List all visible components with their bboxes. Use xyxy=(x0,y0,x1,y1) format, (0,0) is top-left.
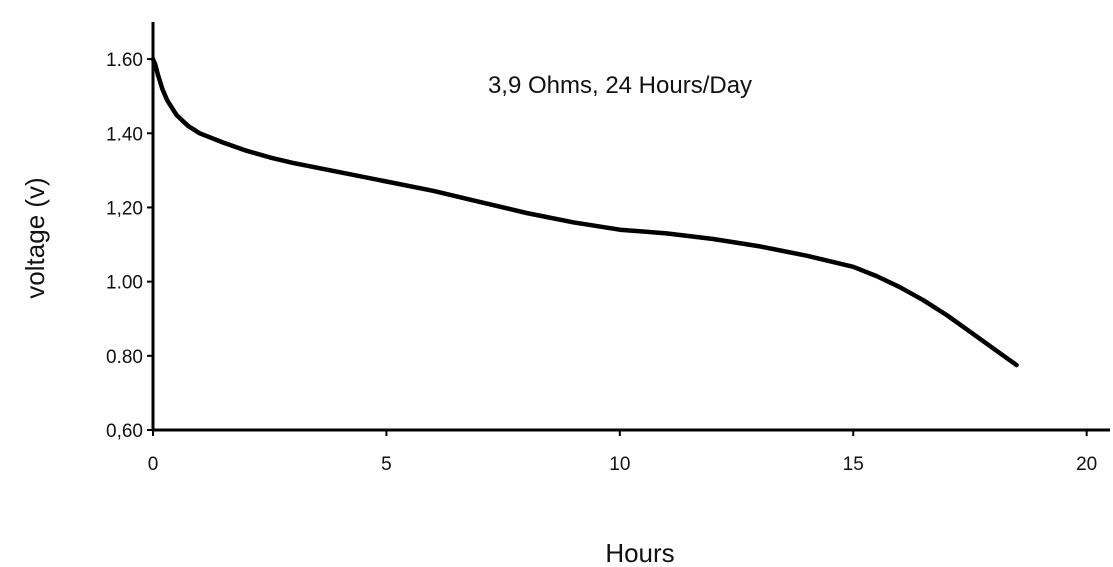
x-tick-label: 15 xyxy=(843,454,864,475)
x-ticks: 0 5 10 15 20 xyxy=(148,430,1097,475)
y-tick-label: 1.40 xyxy=(106,124,143,145)
y-tick-label: 0.80 xyxy=(106,347,143,368)
series-line xyxy=(150,56,1019,368)
x-tick-label: 0 xyxy=(148,454,159,475)
y-tick-label: 1.00 xyxy=(106,273,143,294)
y-axis-title: voltage (v) xyxy=(20,177,50,298)
x-tick-label: 10 xyxy=(609,454,630,475)
x-tick-label: 5 xyxy=(381,454,392,475)
series-layer xyxy=(150,56,1019,368)
y-tick-label: 1.60 xyxy=(106,50,143,71)
chart-annotation: 3,9 Ohms, 24 Hours/Day xyxy=(488,72,752,99)
axes xyxy=(151,22,1110,432)
y-tick-label: 0,60 xyxy=(106,421,143,442)
y-tick-label: 1,20 xyxy=(106,198,143,219)
x-tick-label: 20 xyxy=(1076,454,1097,475)
y-ticks: 0,60 0.80 1.00 1,20 1.40 1.60 xyxy=(106,50,153,442)
x-axis-title: Hours xyxy=(605,538,674,567)
